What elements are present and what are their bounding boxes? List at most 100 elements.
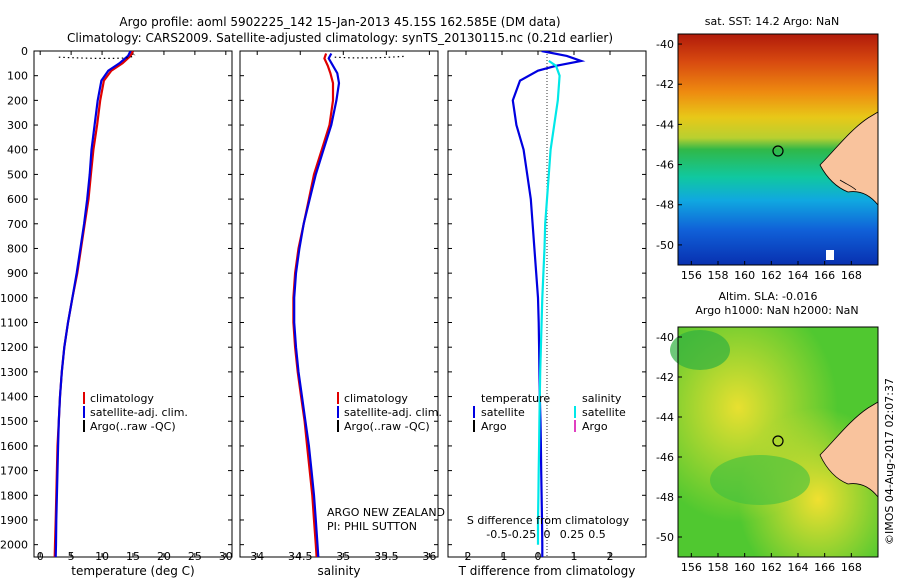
map-y-tick-label: -48 bbox=[656, 199, 674, 212]
salinity-x-ticks: 34 34.5 35 35.5 36 bbox=[250, 51, 436, 563]
depth-tick-label: 200 bbox=[7, 94, 28, 107]
depth-tick-label: 1400 bbox=[0, 391, 28, 404]
x-tick-label: 25 bbox=[188, 550, 202, 563]
x-tick-label: 1 bbox=[571, 550, 578, 563]
depth-tick-label: 1000 bbox=[0, 292, 28, 305]
map-y-tick-label: -44 bbox=[656, 118, 674, 131]
map-y-tick-label: -48 bbox=[656, 491, 674, 504]
salinity-panel-frame bbox=[239, 50, 439, 558]
x-tick-label: 5 bbox=[68, 550, 75, 563]
map-x-tick-label: 160 bbox=[734, 561, 755, 574]
x-tick-label: 34 bbox=[250, 550, 264, 563]
map-y-tick-label: -42 bbox=[656, 78, 674, 91]
sla-map-frame bbox=[677, 326, 879, 558]
temperature-x-ticks: 0 5 10 15 20 25 30 bbox=[37, 51, 233, 563]
map-x-tick-label: 168 bbox=[841, 561, 862, 574]
map-x-tick-label: 158 bbox=[708, 561, 729, 574]
temperature-xlabel: temperature (deg C) bbox=[71, 564, 194, 578]
difference-legend-sal-satellite: satellite bbox=[582, 406, 626, 419]
depth-tick-label: 1500 bbox=[0, 415, 28, 428]
salinity-xlabel: salinity bbox=[317, 564, 360, 578]
temperature-legend-argo: Argo(..raw -QC) bbox=[90, 420, 176, 433]
depth-tick-label: 1700 bbox=[0, 465, 28, 478]
depth-tick-label: 300 bbox=[7, 119, 28, 132]
map-x-tick-label: 164 bbox=[788, 561, 809, 574]
map-y-tick-label: -46 bbox=[656, 159, 674, 172]
sla-map-ticks: 156 158 160 162 164 166 168 -40 -42 -44 -46 -48 -50 bbox=[656, 331, 862, 574]
sst-land-new-zealand bbox=[819, 111, 879, 207]
x-tick-label: 35.5 bbox=[374, 550, 399, 563]
series-line-temperature-satellite bbox=[511, 51, 586, 557]
depth-tick-label: 600 bbox=[7, 193, 28, 206]
sla-map-title-2: Argo h1000: NaN h2000: NaN bbox=[695, 304, 858, 317]
difference-x-ticks: -2 -1 0 1 2 bbox=[461, 51, 614, 563]
salinity-annotation-1: ARGO NEW ZEALAND bbox=[327, 506, 445, 519]
sst-map-frame bbox=[677, 33, 879, 266]
map-x-tick-label: 160 bbox=[734, 269, 755, 282]
depth-tick-label: 0 bbox=[21, 45, 28, 58]
temperature-legend-satellite: satellite-adj. clim. bbox=[90, 406, 188, 419]
difference-legend-sal-argo: Argo bbox=[582, 420, 608, 433]
copyright-note: ©IMOS 04-Aug-2017 02:07:37 bbox=[883, 378, 896, 545]
x-tick-label: 20 bbox=[157, 550, 171, 563]
depth-tick-label: 1100 bbox=[0, 317, 28, 330]
sst-argo-marker bbox=[772, 145, 784, 157]
sst-map-ticks: 156 158 160 162 164 166 168 -40 -42 -44 -46 -48 -50 bbox=[656, 38, 862, 282]
top-tick-label: 0.25 bbox=[560, 528, 585, 541]
map-x-tick-label: 166 bbox=[814, 561, 835, 574]
depth-tick-label: 1900 bbox=[0, 514, 28, 527]
map-x-tick-label: 164 bbox=[788, 269, 809, 282]
temperature-legend-climatology: climatology bbox=[90, 392, 154, 405]
depth-tick-label: 500 bbox=[7, 168, 28, 181]
difference-legend-temp-satellite: satellite bbox=[481, 406, 525, 419]
temperature-series bbox=[53, 51, 136, 557]
x-tick-label: -1 bbox=[497, 550, 508, 563]
map-y-tick-label: -44 bbox=[656, 411, 674, 424]
header-subtitle: Climatology: CARS2009. Satellite-adjuste… bbox=[67, 31, 613, 45]
top-tick-label: 0.5 bbox=[588, 528, 606, 541]
difference-series bbox=[511, 51, 586, 557]
map-y-tick-label: -40 bbox=[656, 331, 674, 344]
map-y-tick-label: -42 bbox=[656, 371, 674, 384]
depth-tick-label: 700 bbox=[7, 218, 28, 231]
x-tick-label: -2 bbox=[461, 550, 472, 563]
x-tick-label: 30 bbox=[219, 550, 233, 563]
temperature-legend: climatology satellite-adj. clim. Argo(..… bbox=[83, 392, 188, 433]
salinity-annotation-2: PI: PHIL SUTTON bbox=[327, 520, 417, 533]
x-tick-label: 35 bbox=[336, 550, 350, 563]
map-x-tick-label: 166 bbox=[814, 269, 835, 282]
sst-land-island bbox=[826, 250, 834, 260]
map-y-tick-label: -46 bbox=[656, 451, 674, 464]
depth-tick-label: 1600 bbox=[0, 440, 28, 453]
series-line-salinity-satellite bbox=[536, 59, 561, 545]
salinity-series bbox=[292, 52, 404, 557]
map-x-tick-label: 162 bbox=[761, 561, 782, 574]
depth-tick-label: 400 bbox=[7, 144, 28, 157]
series-line-argo-raw-qc- bbox=[58, 54, 136, 59]
x-tick-label: 0 bbox=[535, 550, 542, 563]
x-tick-label: 0 bbox=[37, 550, 44, 563]
x-tick-label: 10 bbox=[95, 550, 109, 563]
sla-land-new-zealand bbox=[819, 401, 879, 499]
salinity-legend: climatology satellite-adj. clim. Argo(..… bbox=[337, 392, 442, 433]
sst-map-title: sat. SST: 14.2 Argo: NaN bbox=[705, 15, 839, 28]
depth-tick-label: 100 bbox=[7, 70, 28, 83]
difference-top-ticks: -0.5 -0.25 0 0.25 0.5 bbox=[486, 528, 605, 541]
x-tick-label: 34.5 bbox=[288, 550, 313, 563]
difference-legend-salinity: salinity bbox=[582, 392, 622, 405]
difference-top-label: S difference from climatology bbox=[467, 514, 630, 527]
map-x-tick-label: 162 bbox=[761, 269, 782, 282]
map-y-tick-label: -50 bbox=[656, 531, 674, 544]
depth-tick-label: 1300 bbox=[0, 366, 28, 379]
map-y-tick-label: -50 bbox=[656, 239, 674, 252]
difference-legend: temperature satellite Argo salinity sate… bbox=[473, 392, 626, 433]
salinity-legend-climatology: climatology bbox=[344, 392, 408, 405]
difference-xlabel: T difference from climatology bbox=[458, 564, 636, 578]
depth-tick-label: 900 bbox=[7, 267, 28, 280]
temperature-panel-frame bbox=[33, 50, 233, 558]
salinity-legend-argo: Argo(..raw -QC) bbox=[344, 420, 430, 433]
series-line-satellite-adj-clim- bbox=[293, 52, 341, 557]
salinity-legend-satellite: satellite-adj. clim. bbox=[344, 406, 442, 419]
sla-argo-marker bbox=[772, 435, 784, 447]
